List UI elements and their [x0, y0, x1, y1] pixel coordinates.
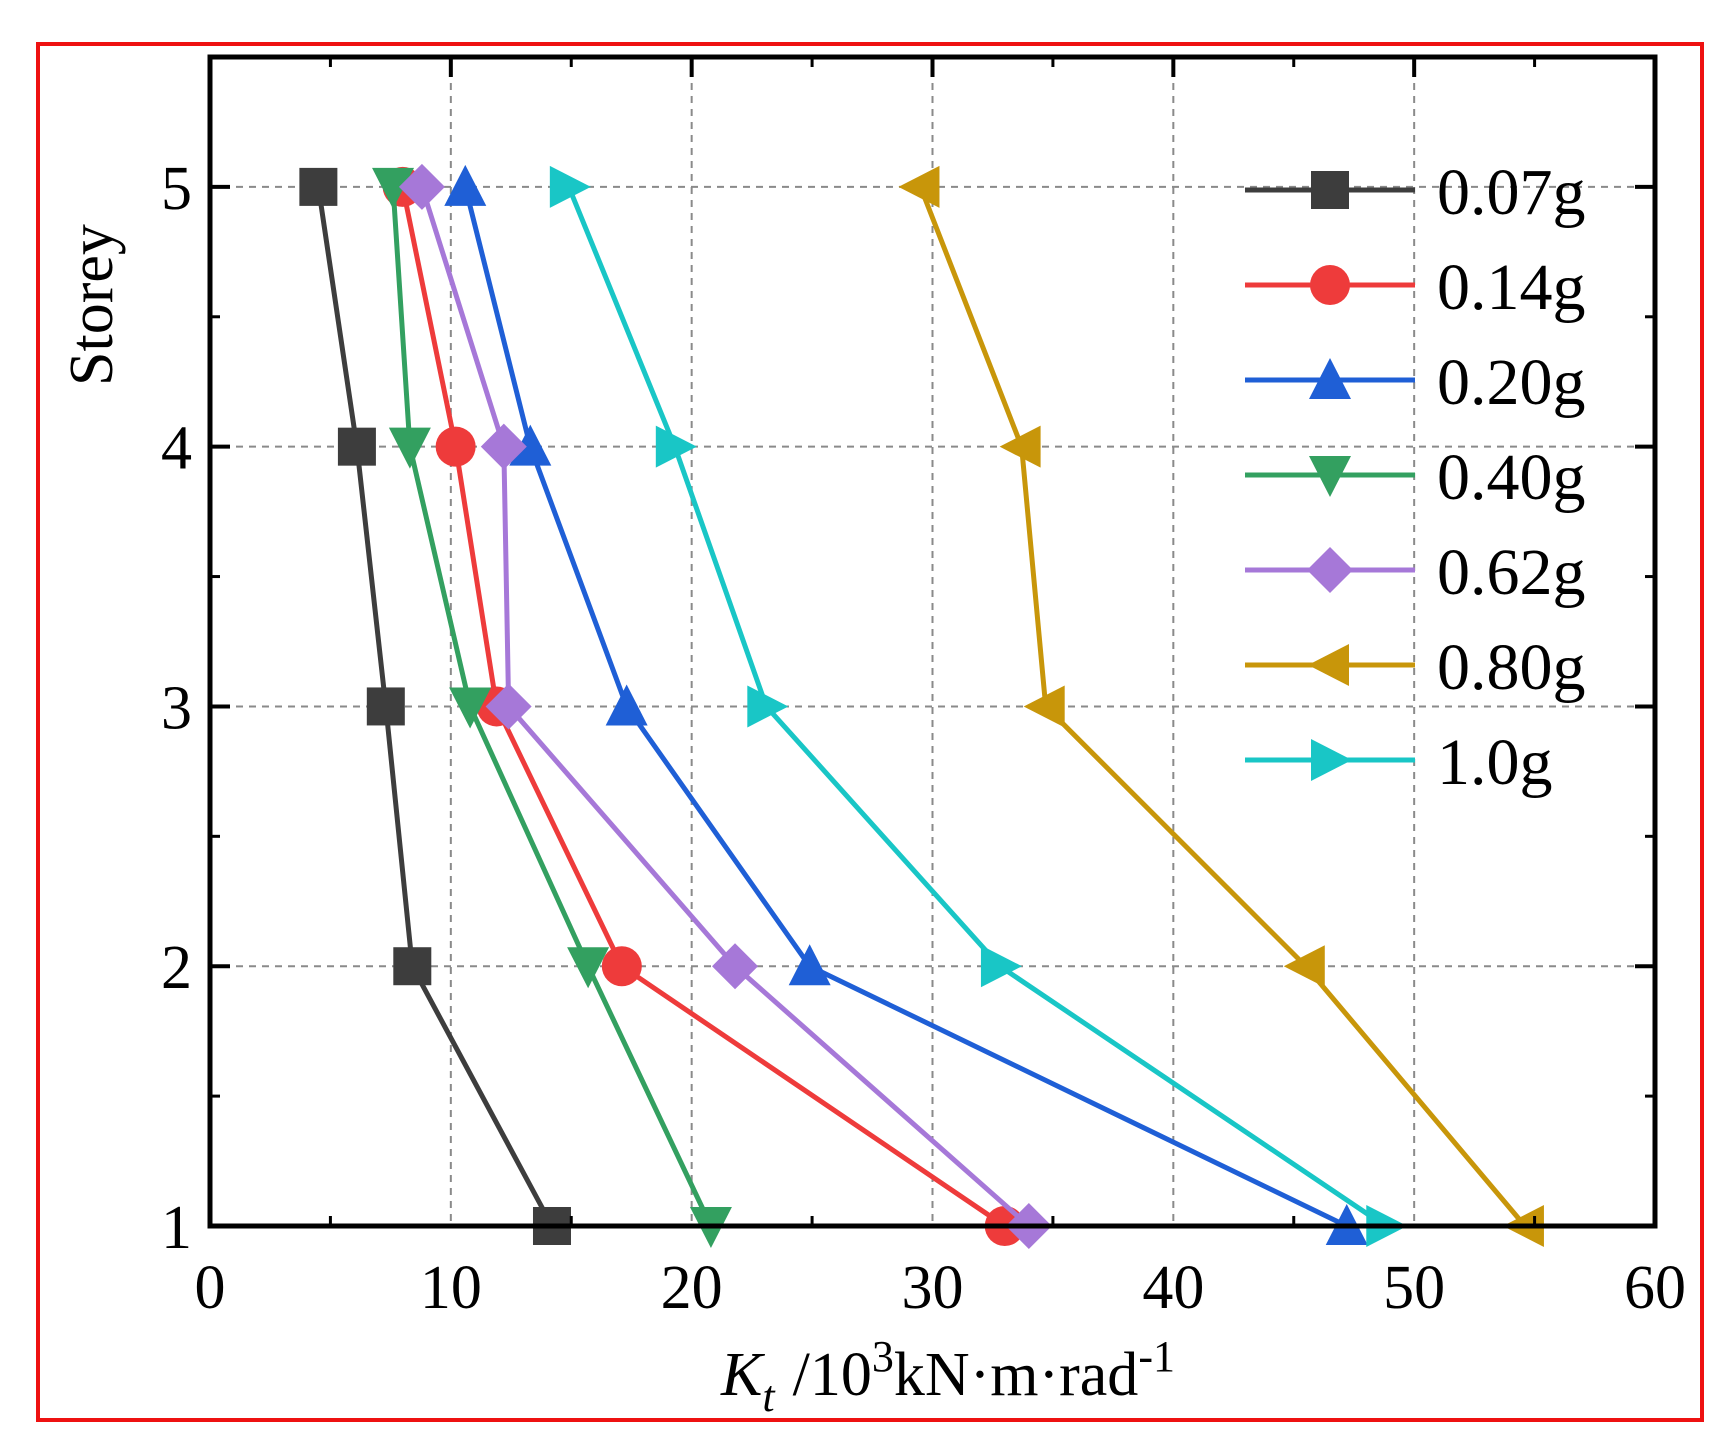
y-axis-title: Storey	[58, 224, 126, 386]
legend-item: 0.80g	[1245, 631, 1586, 704]
data-point	[435, 426, 476, 467]
legend-marker	[1310, 265, 1350, 305]
series-1.0g	[549, 165, 1408, 1247]
y-tick-label: 1	[161, 1194, 192, 1262]
figure-frame	[36, 42, 1704, 1422]
data-point	[655, 425, 697, 468]
x-tick-label: 20	[661, 1254, 723, 1322]
data-point	[388, 427, 431, 469]
series-layer	[299, 163, 1544, 1249]
data-point	[549, 165, 591, 208]
data-point	[567, 947, 610, 989]
data-point	[480, 423, 527, 470]
y-tick-label: 4	[161, 415, 192, 483]
y-tick-label: 5	[161, 155, 192, 223]
x-axis-title-unit: kN·m·rad	[894, 1341, 1138, 1409]
data-point	[601, 946, 642, 987]
legend-label: 0.20g	[1437, 346, 1586, 419]
legend-item: 0.14g	[1245, 251, 1586, 324]
legend-item: 0.62g	[1245, 536, 1586, 609]
data-point	[449, 687, 492, 729]
legend-label: 0.62g	[1437, 536, 1586, 609]
legend-marker	[1309, 358, 1351, 399]
legend-item: 0.07g	[1245, 156, 1586, 229]
x-tick-label: 30	[902, 1254, 964, 1322]
x-tick-label: 50	[1383, 1254, 1445, 1322]
legend-label: 1.0g	[1437, 726, 1553, 799]
x-axis-title-sup2: -1	[1138, 1332, 1175, 1381]
x-axis-title-main: K	[720, 1341, 766, 1409]
legend-item: 1.0g	[1245, 726, 1553, 799]
data-point	[337, 427, 376, 466]
data-point	[509, 424, 552, 466]
legend-label: 0.14g	[1437, 251, 1586, 324]
legend-marker	[1308, 644, 1349, 686]
legend-marker	[1307, 547, 1353, 593]
legend: 0.07g 0.14g 0.20g 0.40g 0.62g 0.80g 1.0g	[1245, 156, 1586, 799]
legend-item: 0.20g	[1245, 346, 1586, 419]
data-point	[898, 165, 940, 208]
x-axis-title-sup1: 3	[872, 1332, 894, 1381]
x-tick-label: 0	[195, 1254, 226, 1322]
legend-label: 0.07g	[1437, 156, 1586, 229]
series-0.40g	[372, 167, 732, 1248]
legend-marker	[1311, 171, 1349, 209]
legend-label: 0.40g	[1437, 441, 1586, 514]
data-point	[444, 164, 487, 206]
y-tick-label: 3	[161, 674, 192, 742]
data-point	[605, 684, 648, 726]
x-tick-label: 60	[1624, 1254, 1686, 1322]
x-tick-label: 10	[420, 1254, 482, 1322]
data-point	[788, 944, 831, 986]
data-point	[485, 683, 532, 730]
data-point	[372, 167, 415, 209]
data-point	[366, 687, 405, 726]
data-point	[747, 685, 789, 728]
x-axis-title-subscript: t	[762, 1372, 776, 1421]
data-point	[393, 947, 432, 986]
data-point	[398, 163, 445, 210]
series-0.20g	[444, 164, 1368, 1245]
x-axis-title: Kt/103kN·m·rad-1	[720, 1332, 1175, 1421]
y-tick-label: 2	[161, 934, 192, 1002]
x-tick-label: 40	[1142, 1254, 1204, 1322]
x-axis-title-prefix: /10	[793, 1341, 872, 1409]
data-point	[1023, 685, 1065, 728]
legend-marker	[1309, 456, 1351, 497]
axis-ticks: 0 10 20 30 40 50 60 1 2 3 4 5	[161, 57, 1686, 1322]
data-point	[712, 943, 759, 990]
data-point	[299, 167, 338, 206]
legend-label: 0.80g	[1437, 631, 1586, 704]
data-point	[980, 945, 1022, 988]
legend-item: 0.40g	[1245, 441, 1586, 514]
data-point	[1283, 945, 1325, 988]
data-point	[999, 425, 1041, 468]
legend-marker	[1311, 739, 1352, 781]
